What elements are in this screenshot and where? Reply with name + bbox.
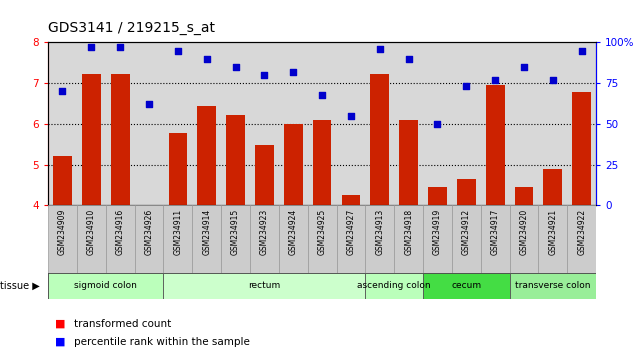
Point [432,121,442,127]
Bar [82,74,101,205]
Bar [399,120,418,205]
Text: GSM234925: GSM234925 [317,209,327,255]
Point [490,77,500,83]
Point [317,92,327,97]
Bar [250,205,279,273]
Text: percentile rank within the sample: percentile rank within the sample [74,337,249,347]
Text: GSM234923: GSM234923 [260,209,269,255]
Point [259,72,269,78]
Bar [544,169,562,205]
Text: GSM234909: GSM234909 [58,209,67,255]
Text: cecum: cecum [451,281,481,290]
Text: GSM234918: GSM234918 [404,209,413,255]
Text: GSM234917: GSM234917 [490,209,500,255]
Text: sigmoid colon: sigmoid colon [74,281,137,290]
Bar [337,205,365,273]
Text: GSM234927: GSM234927 [346,209,356,255]
Text: tissue ▶: tissue ▶ [0,281,40,291]
Text: GSM234924: GSM234924 [288,209,298,255]
Bar [48,205,77,273]
Bar [77,205,106,273]
Bar [423,273,510,299]
Bar [538,205,567,273]
Bar [452,205,481,273]
Point [172,48,183,53]
Text: transverse colon: transverse colon [515,281,590,290]
Bar [567,205,596,273]
Text: transformed count: transformed count [74,319,171,329]
Bar [221,205,250,273]
Bar [308,205,337,273]
Text: rectum: rectum [248,281,281,290]
Bar [423,205,452,273]
Point [461,84,471,89]
Bar [284,124,303,205]
Bar [163,273,365,299]
Bar [342,195,360,205]
Text: GSM234912: GSM234912 [462,209,471,255]
Point [547,77,558,83]
Bar [370,74,389,205]
Text: GSM234922: GSM234922 [577,209,587,255]
Text: GSM234919: GSM234919 [433,209,442,255]
Point [86,45,96,50]
Bar [365,273,423,299]
Bar [279,205,308,273]
Bar [486,85,504,205]
Bar [313,120,331,205]
Bar [255,145,274,205]
Bar [510,273,596,299]
Point [288,69,298,75]
Text: GSM234921: GSM234921 [548,209,558,255]
Text: GSM234911: GSM234911 [173,209,183,255]
Point [58,88,67,94]
Bar [192,205,221,273]
Bar [106,205,135,273]
Bar [111,74,129,205]
Bar [394,205,423,273]
Text: GSM234910: GSM234910 [87,209,96,255]
Bar [135,205,163,273]
Point [404,56,414,62]
Bar [169,133,187,205]
Text: GSM234915: GSM234915 [231,209,240,255]
Text: ■: ■ [54,337,65,347]
Text: ■: ■ [54,319,65,329]
Point [576,48,587,53]
Bar [457,179,476,205]
Text: GSM234916: GSM234916 [115,209,125,255]
Text: ascending colon: ascending colon [358,281,431,290]
Point [201,56,212,62]
Point [144,102,154,107]
Bar [481,205,510,273]
Bar [48,273,163,299]
Point [345,113,356,119]
Point [115,45,125,50]
Text: GDS3141 / 219215_s_at: GDS3141 / 219215_s_at [48,21,215,35]
Bar [515,187,533,205]
Text: GSM234926: GSM234926 [144,209,154,255]
Text: GSM234914: GSM234914 [202,209,212,255]
Bar [163,205,192,273]
Point [374,46,385,52]
Bar [365,205,394,273]
Bar [226,115,245,205]
Bar [53,156,72,205]
Text: GSM234913: GSM234913 [375,209,385,255]
Point [230,64,240,70]
Bar [572,92,591,205]
Bar [197,105,216,205]
Text: GSM234920: GSM234920 [519,209,529,255]
Point [519,64,529,70]
Bar [428,187,447,205]
Bar [510,205,538,273]
